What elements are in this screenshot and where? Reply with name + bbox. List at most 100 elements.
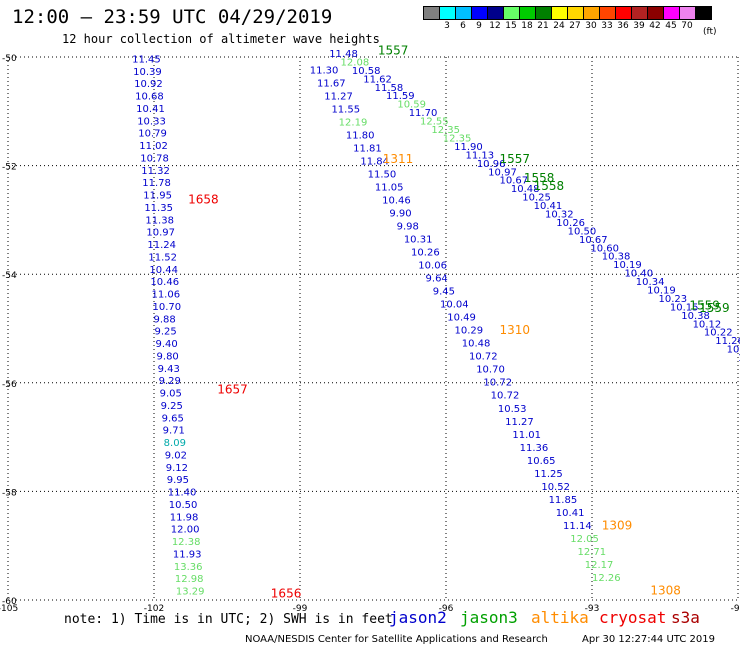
wave-height-value: 10.96 [477, 159, 506, 170]
wave-height-value: 11.01 [512, 430, 541, 441]
wave-height-value: 9.71 [163, 426, 185, 437]
wave-height-value: 10.44 [149, 265, 178, 276]
wave-height-value: 11.02 [139, 141, 168, 152]
wave-height-value: 11.27 [505, 417, 534, 428]
wave-height-value: 11.35 [144, 203, 173, 214]
legend-labels: 3 6 9 12 15 18 21 24 27 30 33 36 39 42 45 70 [423, 20, 711, 34]
legend-label: 27 [569, 21, 581, 31]
axis-ticks: -105 -102 -99 -96 -93 -90 -50 -52 -54 -56 -58 -60 [0, 54, 740, 614]
wave-height-value: 10.12 [693, 319, 722, 330]
wave-height-value: 11.13 [465, 150, 494, 161]
legend-label: 3 [444, 21, 450, 31]
legend-label: 21 [537, 21, 549, 31]
wave-height-value: 11.59 [386, 91, 415, 102]
wave-height-value: 9.29 [159, 376, 181, 387]
wave-height-value: 10.41 [556, 508, 585, 519]
pass-number: 1658 [188, 193, 219, 207]
legend-unit: (ft) [703, 27, 717, 37]
wave-height-value: 11.27 [324, 91, 353, 102]
wave-height-value: 10.34 [636, 277, 665, 288]
wave-height-value: 11.15 [738, 353, 740, 364]
page-title: 12:00 — 23:59 UTC 04/29/2019 [12, 6, 333, 28]
wave-height-value: 10.78 [140, 153, 169, 164]
color-legend: 3 6 9 12 15 18 21 24 27 30 33 36 39 42 45 70 (ft) [423, 6, 717, 37]
wave-height-value: 9.80 [157, 351, 179, 362]
legend-label: 6 [460, 21, 466, 31]
pass-number: 1310 [500, 323, 531, 337]
wave-height-value: 10.06 [418, 261, 447, 272]
legend-label: 9 [476, 21, 482, 31]
wave-height-value: 11.95 [143, 191, 172, 202]
wave-height-value: 10.41 [534, 201, 563, 212]
legend-label: 33 [601, 21, 613, 31]
satellite-cryosat: cryosat [599, 608, 667, 627]
wave-height-value: 12.17 [585, 560, 614, 571]
wave-height-value: 10.67 [579, 235, 608, 246]
wave-height-value: 9.65 [162, 413, 184, 424]
wave-height-value: 12.35 [443, 133, 472, 144]
x-tick-label: -105 [0, 604, 18, 614]
wave-height-value: 10.70 [476, 365, 505, 376]
legend-label: 30 [585, 21, 597, 31]
wave-height-value: 9.05 [160, 389, 182, 400]
wave-height-value: 12.19 [339, 117, 368, 128]
wave-height-value: 11.67 [317, 78, 346, 89]
wave-height-value: 11.48 [329, 49, 358, 60]
x-tick-label: -93 [585, 604, 600, 614]
legend-label: 15 [505, 21, 517, 31]
pass-number: 1558 [534, 179, 565, 193]
wave-height-value: 11.50 [368, 169, 397, 180]
wave-height-value: 11.90 [454, 142, 483, 153]
wave-height-value: 10.60 [590, 243, 619, 254]
wave-height-value: 9.12 [166, 463, 188, 474]
wave-height-value: 10.25 [522, 193, 551, 204]
wave-height-value: 10.52 [727, 345, 740, 356]
wave-height-value: 11.05 [375, 182, 404, 193]
wave-height-value: 10.97 [488, 167, 517, 178]
wave-height-value: 10.79 [138, 129, 167, 140]
wave-height-value: 9.88 [153, 314, 175, 325]
wave-height-value: 10.39 [133, 67, 162, 78]
legend-label: 70 [681, 21, 693, 31]
wave-height-value: 10.52 [541, 482, 570, 493]
wave-height-value: 10.53 [498, 404, 527, 415]
wave-height-value: 10.22 [704, 328, 733, 339]
wave-height-value: 10.29 [454, 326, 483, 337]
legend-swatch [695, 6, 712, 20]
wave-height-value: 10.97 [146, 228, 175, 239]
wave-height-value: 9.64 [426, 274, 448, 285]
legend-label: 18 [521, 21, 533, 31]
legend-label: 12 [489, 21, 501, 31]
wave-height-value: 13.36 [174, 562, 203, 573]
wave-height-value: 10.40 [624, 269, 653, 280]
wave-height-value: 10.15 [670, 302, 699, 313]
wave-height-value: 11.26 [715, 336, 740, 347]
wave-height-value: 11.45 [132, 54, 161, 65]
wave-height-value: 9.98 [397, 222, 419, 233]
wave-height-value: 12.26 [592, 573, 621, 584]
wave-height-value: 9.25 [161, 401, 183, 412]
wave-height-value: 12.98 [175, 574, 204, 585]
wave-height-value: 9.40 [156, 339, 178, 350]
observations: 11.4510.3910.9210.6810.4110.3310.7911.02… [132, 49, 740, 598]
wave-height-value: 11.80 [346, 130, 375, 141]
wave-height-value: 12.08 [341, 57, 370, 68]
x-tick-label: -90 [731, 604, 740, 614]
wave-height-value: 10.67 [500, 176, 529, 187]
satellite-jason2: jason2 [389, 608, 447, 627]
wave-height-value: 11.78 [142, 178, 171, 189]
wave-height-value: 10.58 [352, 66, 381, 77]
wave-height-value: 12.00 [171, 525, 200, 536]
wave-height-value: 11.06 [151, 290, 180, 301]
pass-number: 1311 [383, 152, 414, 166]
satellite-s3a: s3a [671, 608, 700, 627]
wave-height-value: 10.26 [556, 218, 585, 229]
wave-height-value: 10.50 [169, 500, 198, 511]
legend-label: 36 [617, 21, 629, 31]
wave-height-value: 10.41 [136, 104, 165, 115]
wave-height-value: 10.49 [447, 313, 476, 324]
wave-height-value: 10.38 [681, 311, 710, 322]
pass-number: 1656 [271, 586, 302, 600]
wave-height-value: 11.98 [170, 512, 199, 523]
